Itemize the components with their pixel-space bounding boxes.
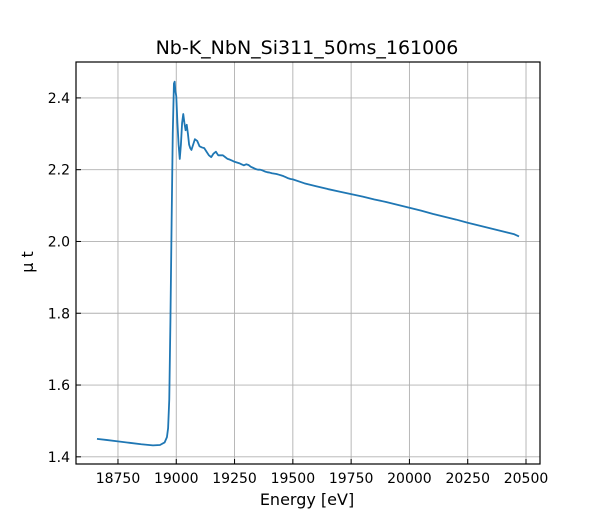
y-tick-label: 2.4 — [48, 91, 70, 107]
x-tick-label: 19250 — [212, 471, 257, 487]
x-axis-label: Energy [eV] — [260, 490, 354, 509]
y-tick-label: 2.0 — [48, 234, 70, 250]
plot-frame — [75, 61, 541, 465]
series-line-0 — [96, 80, 520, 447]
ticks: 18750 19000 19250 19500 19750 20000 20250 20500… — [48, 91, 549, 487]
y-axis-label: μ t — [18, 251, 37, 273]
y-tick-label: 1.6 — [48, 378, 70, 394]
y-tick-label: 1.8 — [48, 306, 70, 322]
x-tick-label: 20000 — [387, 471, 432, 487]
x-tick-label: 18750 — [96, 471, 141, 487]
grid — [76, 62, 540, 464]
y-tick-label: 2.2 — [48, 163, 70, 179]
chart-title: Nb-K_NbN_Si311_50ms_161006 — [156, 37, 459, 59]
x-tick-label: 19750 — [329, 471, 374, 487]
line-series-layer — [96, 80, 520, 447]
x-tick-label: 20500 — [504, 471, 549, 487]
x-tick-label: 19000 — [154, 471, 199, 487]
x-tick-label: 19500 — [271, 471, 316, 487]
x-tick-label: 20250 — [445, 471, 490, 487]
y-tick-label: 1.4 — [48, 450, 70, 466]
